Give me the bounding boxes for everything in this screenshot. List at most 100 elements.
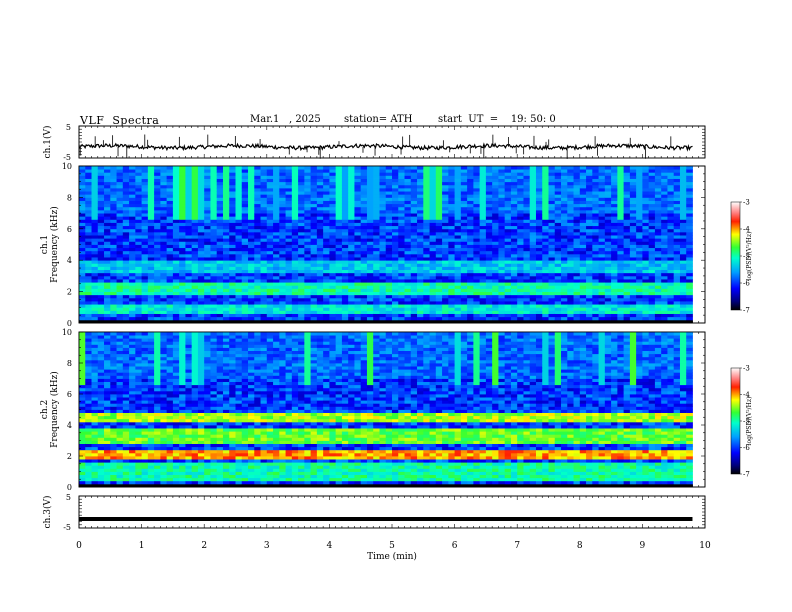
spectrogram-cell (104, 222, 111, 227)
spectrogram-cell (172, 166, 180, 170)
spectrogram-cell (129, 169, 136, 173)
spectrogram-cell (229, 253, 236, 258)
spectrogram-cell (122, 235, 130, 239)
spectrogram-cell (579, 301, 587, 305)
spectrogram-cell (91, 203, 99, 208)
spectrogram-cell (154, 301, 161, 305)
spectrogram-cell (91, 206, 99, 211)
spectrogram-cell (129, 269, 136, 274)
spectrogram-cell (216, 310, 224, 314)
spectrogram-cell (479, 222, 487, 227)
spectrogram-cell (504, 282, 512, 286)
spectrogram-cell (116, 169, 124, 173)
spectrogram-cell (210, 244, 218, 249)
spectrogram-cell (548, 241, 556, 245)
spectrogram-cell (423, 184, 430, 189)
spectrogram-cell (404, 169, 412, 173)
spectrogram-cell (404, 297, 412, 302)
spectrogram-cell (285, 247, 293, 252)
spectrogram-cell (454, 200, 462, 205)
spectrogram-cell (116, 194, 124, 198)
spectrogram-cell (492, 228, 499, 233)
spectrogram-cell (329, 272, 337, 277)
spectrogram-cell (586, 263, 593, 267)
spectrogram-cell (467, 260, 474, 264)
spectrogram-cell (216, 184, 224, 189)
spectrogram-cell (122, 294, 130, 299)
spectrogram-cell (122, 194, 130, 198)
spectrogram-cell (291, 228, 299, 233)
spectrogram-cell (154, 169, 161, 173)
spectrogram-cell (110, 197, 117, 201)
spectrogram-cell (535, 184, 543, 189)
spectrogram-cell (216, 244, 224, 249)
spectrogram-cell (554, 225, 562, 230)
spectrogram-cell (279, 200, 286, 205)
spectrogram-cell (366, 272, 374, 277)
spectrogram-cell (454, 219, 462, 223)
spectrogram-cell (310, 209, 318, 214)
spectrogram-cell (279, 244, 286, 249)
spectrogram-cell (498, 187, 506, 192)
x-tick-label: 5 (389, 541, 395, 551)
spectrogram-cell (97, 319, 105, 324)
spectrogram-cell (316, 191, 324, 195)
spectrogram-cell (548, 200, 556, 205)
spectrogram-cell (366, 191, 374, 195)
spectrogram-cell (229, 241, 236, 245)
spectrogram-cell (542, 213, 549, 217)
spectrogram-cell (485, 285, 493, 289)
spectrogram-cell (229, 285, 236, 289)
spectrogram-cell (498, 222, 506, 227)
spectrogram-cell (216, 241, 224, 245)
spectrogram-cell (417, 169, 424, 173)
spectrogram-cell (210, 241, 218, 245)
spectrogram-cell (510, 181, 518, 186)
spectrogram-cell (435, 244, 443, 249)
spectrogram-cell (172, 203, 180, 208)
spectrogram-cell (285, 191, 293, 195)
spectrogram-cell (216, 275, 224, 280)
spectrogram-cell (335, 279, 343, 283)
spectrogram-cell (586, 313, 593, 318)
spectrogram-cell (423, 203, 430, 208)
spectrogram-cell (235, 187, 243, 192)
spectrogram-cell (323, 313, 330, 318)
spectrogram-cell (454, 260, 462, 264)
spectrogram-cell (385, 191, 393, 195)
spectrogram-cell (335, 172, 343, 176)
spectrogram-cell (85, 200, 92, 205)
spectrogram-cell (254, 266, 261, 271)
spectrogram-cell (266, 219, 274, 223)
spectrogram-cell (504, 178, 512, 183)
spectrogram-cell (548, 279, 556, 283)
spectrogram-cell (304, 250, 312, 255)
spectrogram-cell (373, 313, 380, 318)
spectrogram-cell (147, 166, 155, 170)
spectrogram-cell (379, 181, 387, 186)
spectrogram-cell (316, 216, 324, 220)
spectrogram-cell (423, 250, 430, 255)
spectrogram-cell (504, 184, 512, 189)
spectrogram-cell (586, 257, 593, 261)
spectrogram-cell (567, 235, 574, 239)
spectrogram-cell (110, 194, 117, 198)
spectrogram-cell (354, 307, 362, 311)
spectrogram-cell (135, 279, 142, 283)
spectrogram-cell (479, 263, 487, 267)
spectrogram-cell (266, 184, 274, 189)
spectrogram-cell (485, 297, 493, 302)
spectrogram-cell (316, 181, 324, 186)
spectrogram-cell (479, 166, 487, 170)
spectrogram-cell (116, 231, 124, 236)
spectrogram-cell (398, 184, 405, 189)
spectrogram-cell (235, 241, 243, 245)
spectrogram-cell (79, 297, 86, 302)
spectrogram-cell (216, 225, 224, 230)
spectrogram-cell (248, 191, 255, 195)
spectrogram-cell (210, 191, 218, 195)
spectrogram-cell (498, 253, 506, 258)
spectrogram-cell (179, 194, 186, 198)
spectrogram-cell (172, 253, 180, 258)
spectrogram-cell (235, 307, 243, 311)
